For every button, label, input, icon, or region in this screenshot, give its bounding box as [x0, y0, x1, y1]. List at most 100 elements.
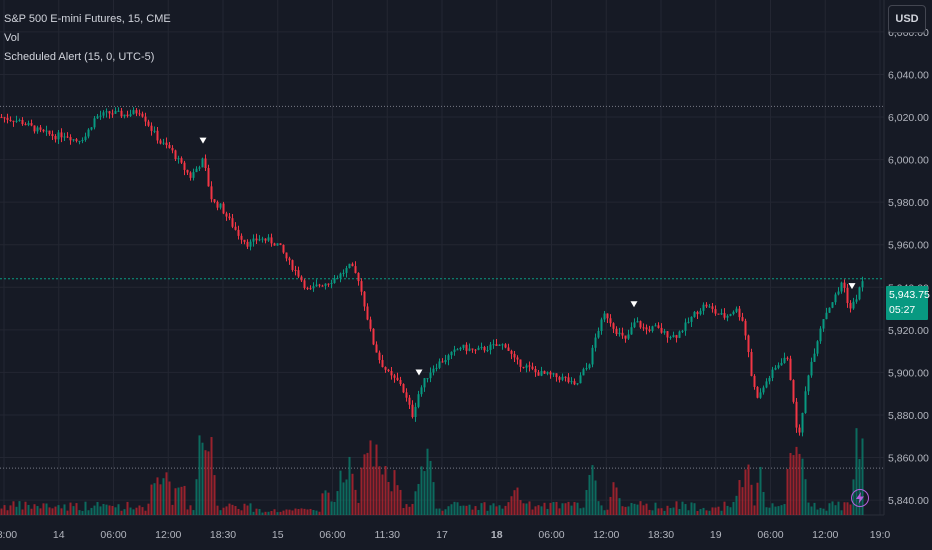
x-tick-label: 12:00 — [812, 529, 838, 541]
candle-body — [33, 125, 36, 132]
candle-body — [606, 313, 609, 319]
volume-bar — [504, 505, 507, 515]
candle-body — [411, 404, 414, 418]
candle-body — [300, 276, 303, 281]
volume-bar — [435, 508, 438, 515]
candle-body — [138, 113, 141, 115]
candle-body — [609, 318, 612, 324]
candle-body — [258, 239, 261, 241]
volume-bar — [42, 503, 45, 515]
symbol-label[interactable]: S&P 500 E-mini Futures, 15, CME — [4, 13, 171, 25]
volume-bar — [234, 506, 237, 515]
volume-bar — [246, 505, 249, 515]
candle-body — [162, 142, 165, 144]
volume-bar — [555, 501, 558, 515]
volume-bar — [573, 502, 576, 515]
candle-body — [483, 347, 486, 351]
candle-body — [291, 260, 294, 270]
candle-body — [534, 368, 537, 373]
volume-bar — [750, 484, 753, 515]
candle-body — [240, 235, 243, 240]
alert-marker — [199, 137, 207, 144]
volume-bar — [642, 505, 645, 515]
volume-bar — [486, 510, 489, 515]
volume-bar — [600, 505, 603, 515]
volume-bar — [450, 504, 453, 515]
candle-body — [231, 218, 234, 227]
candle-body — [93, 118, 96, 128]
candle-body — [363, 291, 366, 307]
volume-bar — [363, 454, 366, 515]
volume-bar — [585, 490, 588, 515]
candle-body — [594, 337, 597, 348]
candle-body — [36, 127, 39, 132]
candle-body — [576, 383, 579, 385]
candle-body — [246, 241, 249, 247]
candle-body — [573, 381, 576, 385]
candle-body — [279, 243, 282, 245]
volume-bar — [774, 506, 777, 515]
candle-body — [846, 287, 849, 304]
candle-body — [417, 394, 420, 407]
volume-bar — [624, 506, 627, 515]
candle-body — [498, 344, 501, 346]
volume-bar — [771, 503, 774, 515]
currency-button[interactable]: USD — [888, 5, 926, 33]
candle-body — [591, 347, 594, 365]
volume-bar — [12, 501, 15, 515]
volume-bar — [336, 491, 339, 515]
candle-body — [330, 282, 333, 284]
volume-bar — [105, 504, 108, 515]
volume-bar — [816, 509, 819, 515]
volume-bar — [726, 505, 729, 515]
volume-bar — [300, 508, 303, 515]
candle-body — [627, 334, 630, 339]
candle-body — [525, 365, 528, 368]
scheduled-alert-indicator-label[interactable]: Scheduled Alert (15, 0, UTC-5) — [4, 51, 155, 63]
candle-body — [450, 351, 453, 356]
candle-body — [312, 286, 315, 289]
candle-body — [690, 316, 693, 322]
volume-bar — [129, 507, 132, 515]
volume-bar — [684, 504, 687, 515]
candle-body — [402, 384, 405, 393]
x-tick-label: 18 — [491, 529, 503, 541]
candle-body — [699, 310, 702, 315]
candle-body — [333, 278, 336, 283]
candle-body — [189, 172, 192, 178]
candle-body — [789, 358, 792, 381]
volume-bar — [597, 501, 600, 515]
volume-bar — [123, 509, 126, 515]
candle-body — [852, 301, 855, 309]
candle-body — [390, 371, 393, 376]
volume-bar — [252, 511, 255, 515]
candle-body — [516, 357, 519, 360]
volume-bar — [63, 504, 66, 515]
volume-bar — [345, 479, 348, 515]
volume-bar — [249, 503, 252, 515]
volume-bar — [402, 508, 405, 515]
volume-bar — [795, 446, 798, 515]
volume-bar — [366, 452, 369, 515]
volume-bar — [360, 467, 363, 515]
candle-body — [510, 350, 513, 354]
volume-bar — [678, 508, 681, 515]
candle-body — [192, 172, 195, 178]
candle-body — [285, 252, 288, 259]
volume-bar — [810, 506, 813, 515]
candle-body — [630, 327, 633, 335]
candle-body — [174, 150, 177, 160]
volume-bar — [843, 502, 846, 515]
volume-bar — [825, 510, 828, 515]
volume-indicator-label[interactable]: Vol — [4, 32, 20, 44]
candle-body — [801, 412, 804, 433]
candle-body — [393, 375, 396, 378]
lightning-alert-icon[interactable] — [851, 489, 869, 507]
volume-bar — [549, 502, 552, 515]
volume-bar — [702, 507, 705, 515]
volume-bar — [231, 504, 234, 515]
candle-body — [309, 288, 312, 290]
volume-bar — [156, 477, 159, 515]
